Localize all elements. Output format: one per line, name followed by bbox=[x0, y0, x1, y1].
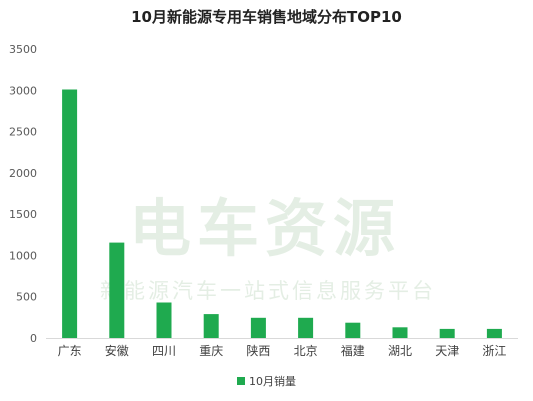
bar-series bbox=[62, 89, 502, 338]
bar bbox=[439, 328, 455, 338]
x-tick-label: 广东 bbox=[58, 344, 82, 358]
chart-title: 10月新能源专用车销售地域分布TOP10 bbox=[131, 8, 402, 26]
x-tick-label: 湖北 bbox=[388, 343, 412, 358]
bar bbox=[298, 317, 314, 338]
legend-swatch bbox=[237, 377, 245, 385]
watermark-main-text: 电车资源 bbox=[129, 192, 401, 265]
bar bbox=[392, 327, 408, 338]
bar bbox=[156, 302, 172, 338]
bar bbox=[250, 317, 266, 338]
y-tick-label: 3000 bbox=[9, 84, 37, 97]
y-tick-label: 1500 bbox=[9, 208, 37, 221]
x-tick-label: 福建 bbox=[341, 343, 365, 358]
bar bbox=[109, 242, 125, 338]
x-tick-label: 四川 bbox=[152, 344, 176, 358]
bar bbox=[486, 328, 502, 338]
bar bbox=[203, 314, 219, 338]
x-tick-label: 天津 bbox=[435, 344, 459, 358]
bar bbox=[62, 89, 78, 338]
y-tick-label: 2000 bbox=[9, 167, 37, 180]
x-tick-label: 陕西 bbox=[246, 343, 270, 358]
y-tick-label: 1000 bbox=[9, 249, 37, 262]
legend-label: 10月销量 bbox=[249, 375, 296, 388]
x-tick-label: 重庆 bbox=[199, 344, 223, 358]
x-axis: 广东 安徽 四川 重庆 陕西 北京 福建 湖北 天津 浙江 bbox=[58, 343, 507, 358]
bar bbox=[345, 322, 361, 338]
y-tick-label: 3500 bbox=[9, 43, 37, 56]
y-axis: 0 500 1000 1500 2000 2500 3000 3500 bbox=[9, 43, 37, 345]
y-tick-label: 2500 bbox=[9, 126, 37, 139]
x-tick-label: 浙江 bbox=[482, 344, 506, 358]
y-tick-label: 500 bbox=[16, 291, 37, 304]
x-tick-label: 北京 bbox=[294, 344, 318, 358]
x-tick-label: 安徽 bbox=[105, 343, 129, 358]
legend: 10月销量 bbox=[0, 373, 533, 389]
y-tick-label: 0 bbox=[30, 332, 37, 345]
watermark-sub-text: 新能源汽车一站式信息服务平台 bbox=[100, 279, 436, 303]
watermark: 电车资源 新能源汽车一站式信息服务平台 bbox=[100, 192, 436, 303]
